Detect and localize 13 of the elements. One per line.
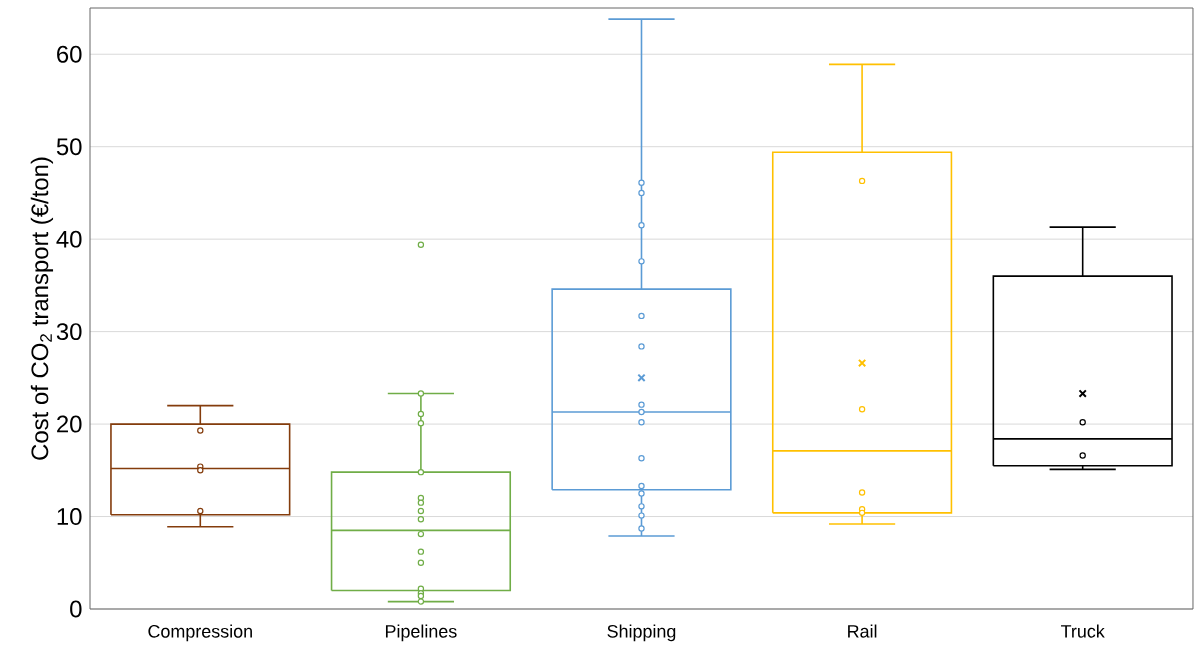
- y-tick-label: 30: [56, 323, 82, 341]
- y-tick-label: 60: [57, 45, 82, 63]
- x-tick-label: Pipelines: [385, 624, 457, 642]
- y-axis-title: Cost of CO$_{2}$ transport (€/ton): [30, 157, 54, 460]
- y-tick-label: 20: [57, 415, 82, 433]
- x-tick-label: Rail: [848, 624, 877, 638]
- x-tick-label: Shipping: [607, 624, 676, 642]
- x-tick-label: Compression: [148, 624, 252, 642]
- y-tick-label: 0: [70, 600, 82, 618]
- x-tick-label: Truck: [1061, 624, 1105, 638]
- y-tick-label: 10: [57, 508, 82, 525]
- y-tick-label: 40: [56, 230, 82, 248]
- y-tick-label: 50: [56, 138, 82, 156]
